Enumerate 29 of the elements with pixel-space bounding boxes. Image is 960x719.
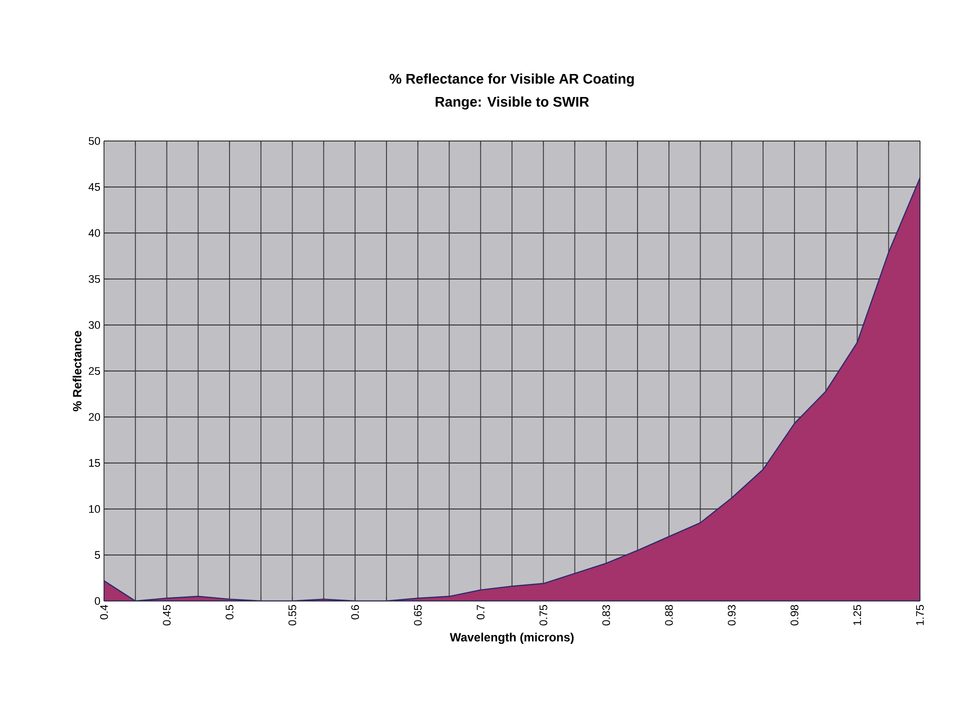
- y-tick-label: 50: [88, 137, 100, 145]
- x-tick-label: 0.45: [162, 604, 171, 626]
- x-tick-label: 0.55: [288, 604, 296, 626]
- y-tick-label: 25: [88, 367, 100, 375]
- x-tick-label: 0.4: [100, 604, 108, 620]
- x-tick-label: 1.75: [916, 604, 924, 626]
- x-tick-label: 0.7: [476, 605, 484, 620]
- y-tick-label: 20: [88, 413, 100, 421]
- y-tick-label: 45: [88, 183, 100, 191]
- x-tick-label: 1.25: [853, 604, 862, 626]
- x-tick-label: 0.88: [665, 605, 673, 626]
- y-tick-label: 30: [88, 321, 100, 329]
- x-tick-label: 0.75: [540, 604, 548, 626]
- x-tick-label: 0.93: [728, 605, 736, 626]
- x-tick-label: 0.83: [602, 605, 610, 626]
- x-axis-title: Wavelength (microns): [450, 632, 574, 644]
- y-tick-label: 35: [88, 275, 100, 283]
- x-tick-label: 0.6: [351, 605, 359, 620]
- y-tick-label: 15: [89, 459, 100, 467]
- y-tick-label: 0: [94, 597, 100, 605]
- x-tick-label: 0.98: [790, 605, 798, 626]
- y-tick-label: 5: [94, 551, 100, 559]
- chart-subtitle: Range: Visible to SWIR: [436, 96, 589, 110]
- x-tick-label: 0.5: [226, 604, 234, 620]
- y-tick-label: 10: [89, 505, 100, 513]
- y-axis-title: % Reflectance: [72, 330, 82, 412]
- chart-title: % Reflectance for Visible AR Coating: [390, 73, 634, 87]
- x-tick-label: 0.65: [414, 604, 422, 626]
- y-tick-label: 40: [88, 229, 100, 237]
